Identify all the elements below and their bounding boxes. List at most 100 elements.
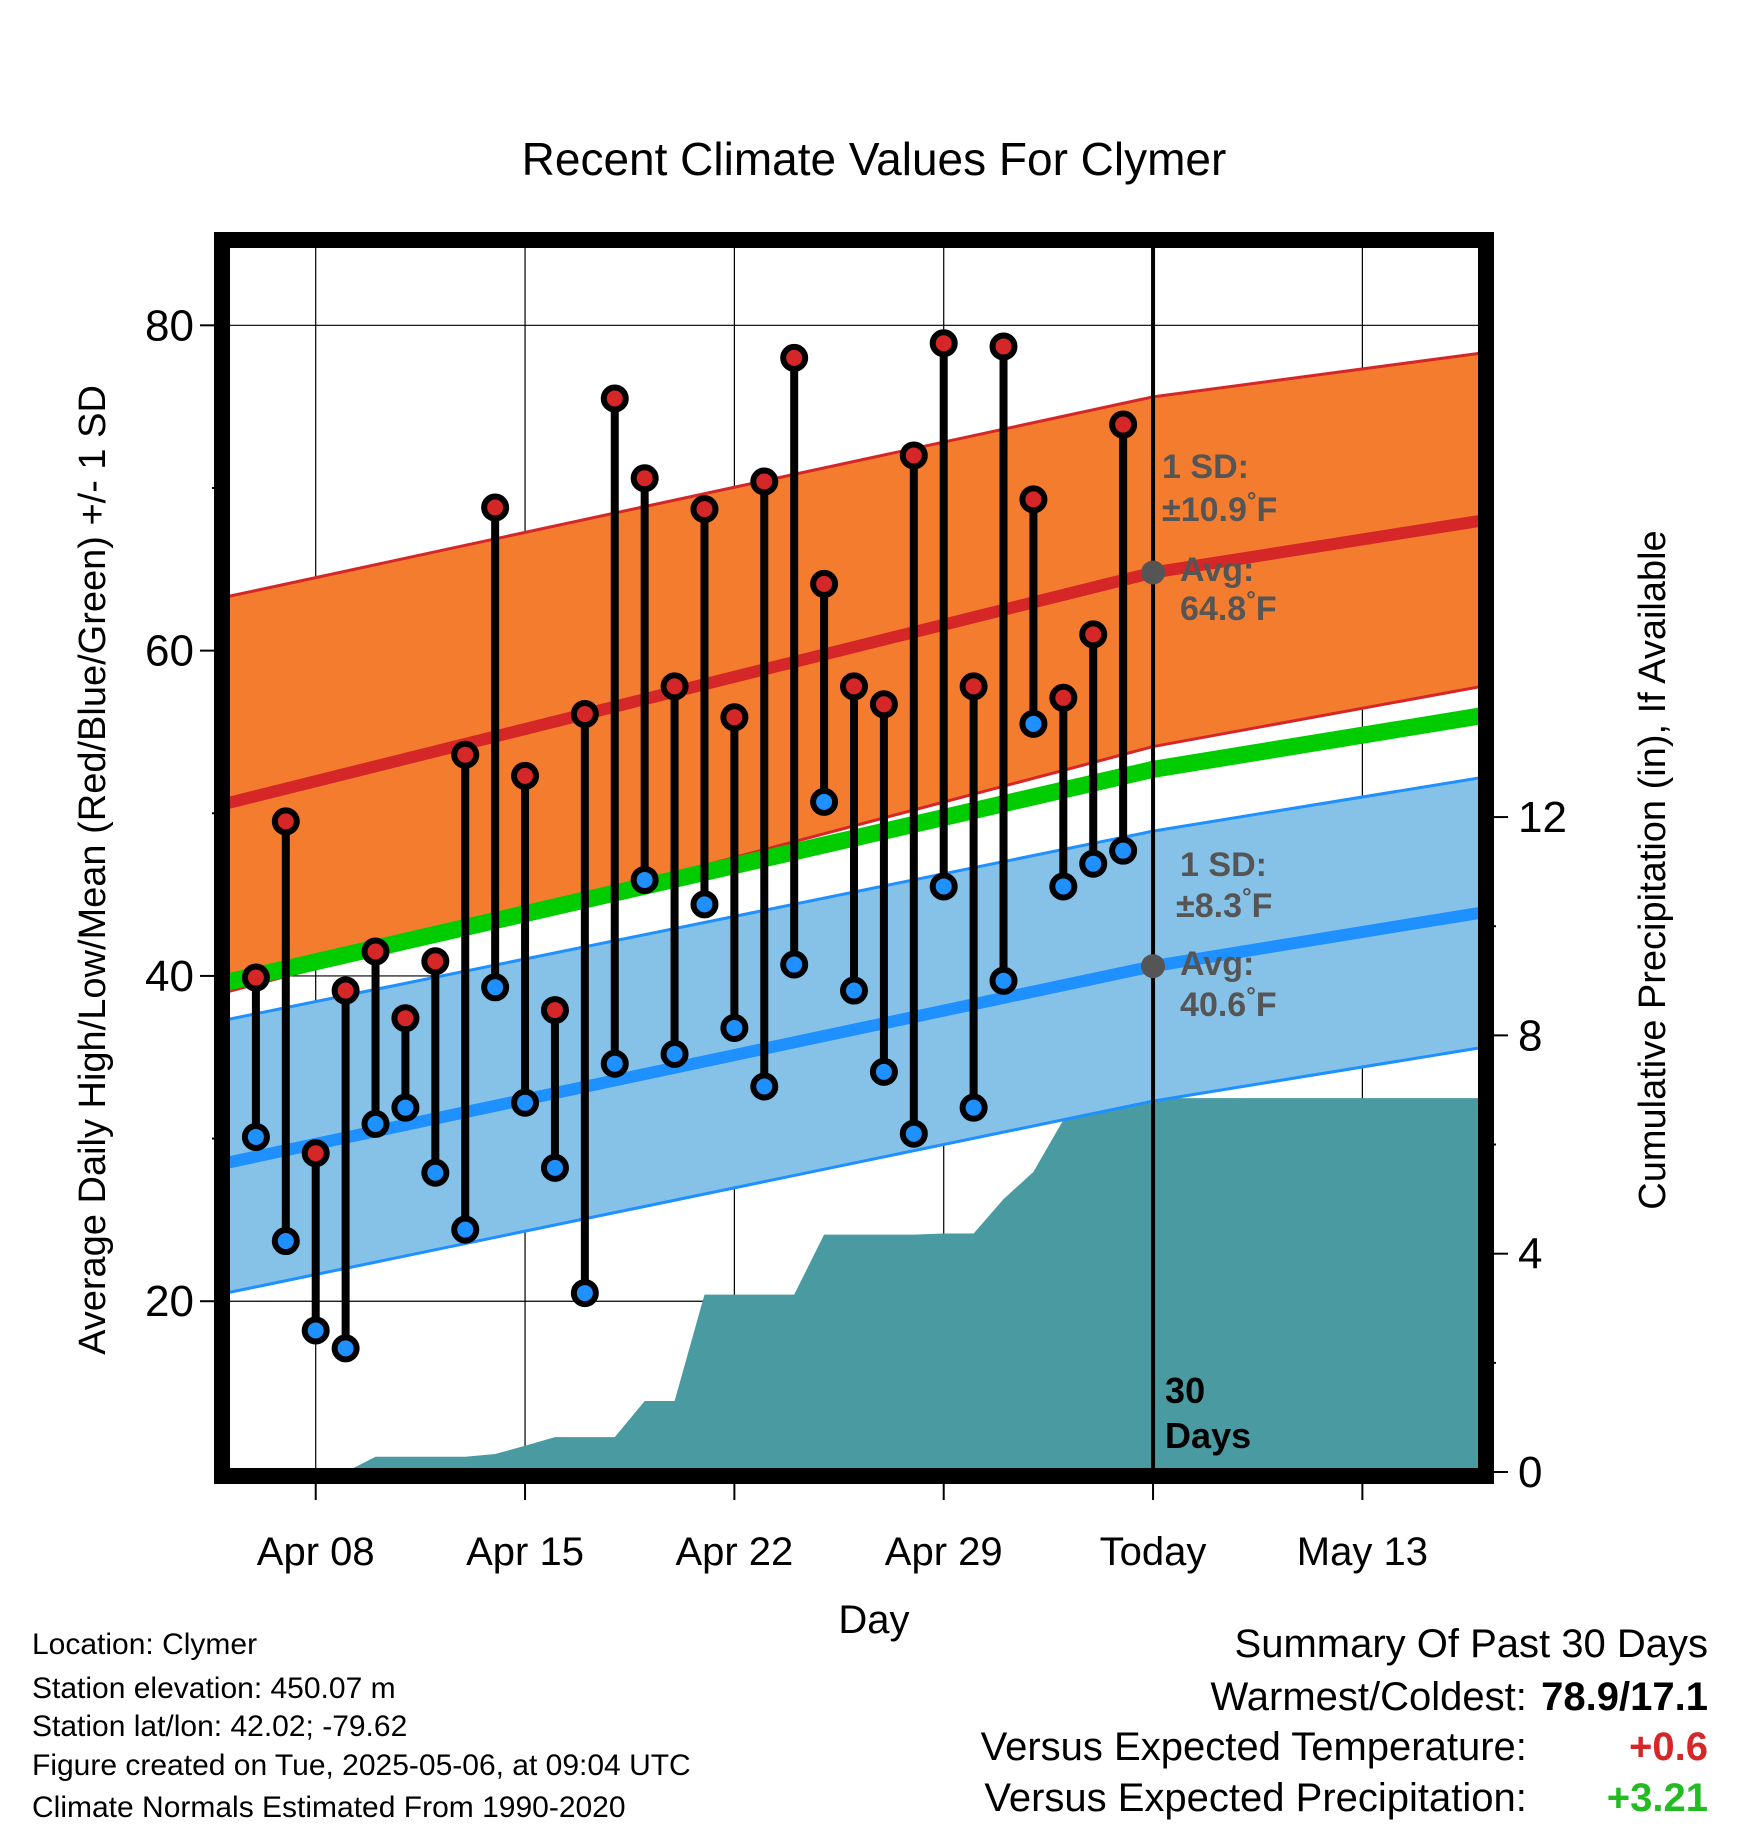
summary-precip-label: Versus Expected Precipitation: — [984, 1776, 1527, 1820]
observed-high-point — [1079, 620, 1108, 649]
observed-low-point — [481, 973, 510, 1002]
observed-high-point — [899, 441, 928, 470]
y2-tick-label: 8 — [1518, 1011, 1542, 1060]
today-low-avg-marker — [1141, 954, 1166, 979]
observed-low-point — [720, 1013, 749, 1042]
observed-low-point — [271, 1227, 300, 1256]
observed-high-point — [391, 1004, 420, 1033]
observed-low-point — [451, 1215, 480, 1244]
observed-high-point — [1109, 410, 1138, 439]
observed-low-point — [630, 865, 659, 894]
plot-frame — [214, 232, 1494, 1484]
observed-high-point — [1049, 683, 1078, 712]
observed-high-point — [301, 1139, 330, 1168]
observed-high-point — [780, 343, 809, 372]
y2-tick-label: 4 — [1518, 1230, 1542, 1279]
observed-low-point — [840, 976, 868, 1005]
observed-low-point — [929, 872, 958, 901]
observed-low-point — [989, 966, 1018, 995]
y-tick-label: 20 — [145, 1277, 194, 1326]
observed-low-point — [959, 1093, 988, 1122]
footer-elevation: Station elevation: 450.07 m — [32, 1672, 396, 1705]
observed-low-point — [361, 1109, 390, 1138]
summary-temp-value: +0.6 — [1629, 1725, 1708, 1769]
y2-tick-label: 0 — [1518, 1448, 1542, 1497]
today-high-avg-marker — [1141, 560, 1166, 585]
observed-high-point — [959, 672, 988, 701]
observed-high-point — [451, 740, 480, 769]
observed-low-point — [600, 1049, 629, 1078]
high-avg-label-value: 64.8°F — [1180, 587, 1277, 628]
x-tick-label: May 13 — [1297, 1530, 1428, 1574]
summary-title: Summary Of Past 30 Days — [1234, 1622, 1708, 1666]
y2-axis-label: Cumulative Precipitation (in), If Availa… — [1632, 530, 1674, 1209]
observed-low-point — [780, 950, 809, 979]
days-label-word: Days — [1165, 1415, 1251, 1456]
precip-area — [315, 1098, 1482, 1472]
observed-low-point — [869, 1057, 898, 1086]
high-sd-label-title: 1 SD: — [1162, 448, 1249, 486]
observed-high-point — [540, 996, 569, 1025]
footer-location: Location: Clymer — [32, 1628, 258, 1661]
summary-warmest-value: 78.9/17.1 — [1541, 1675, 1708, 1719]
observed-low-point — [1049, 872, 1078, 901]
observed-low-point — [331, 1334, 360, 1363]
summary-warmest-label: Warmest/Coldest: — [1210, 1675, 1527, 1719]
observed-high-point — [690, 495, 719, 524]
x-tick-label: Apr 15 — [466, 1530, 584, 1574]
footer-latlon: Station lat/lon: 42.02; -79.62 — [32, 1710, 408, 1743]
x-tick-label: Apr 29 — [885, 1530, 1003, 1574]
observed-low-point — [810, 787, 839, 816]
summary-precip-row: Versus Expected Precipitation: +3.21 — [984, 1778, 1708, 1818]
summary-precip-value: +3.21 — [1606, 1776, 1708, 1820]
observed-low-point — [301, 1316, 330, 1345]
x-tick-label: Today — [1100, 1530, 1207, 1574]
observed-low-point — [511, 1088, 540, 1117]
summary-temp-row: Versus Expected Temperature: +0.6 — [981, 1727, 1708, 1767]
observed-low-point — [391, 1093, 420, 1122]
observed-high-point — [511, 761, 540, 790]
plot-body — [226, 351, 1482, 1472]
observed-low-point — [899, 1119, 928, 1148]
observed-low-point — [690, 890, 719, 919]
observed-low-point — [540, 1153, 569, 1182]
x-tick-label: Apr 08 — [257, 1530, 375, 1574]
x-tick-label: Apr 22 — [675, 1530, 793, 1574]
y-tick-label: 40 — [145, 952, 194, 1001]
observed-high-point — [361, 937, 390, 966]
observed-high-point — [331, 976, 360, 1005]
observed-high-point — [271, 807, 300, 836]
observed-high-point — [840, 672, 868, 701]
observed-low-point — [1109, 836, 1138, 865]
observed-high-point — [869, 690, 898, 719]
high-sd-label-value: ±10.9°F — [1162, 488, 1277, 529]
footer-created: Figure created on Tue, 2025-05-06, at 09… — [32, 1749, 691, 1782]
observed-high-point — [600, 384, 629, 413]
observed-low-point — [241, 1122, 270, 1151]
observed-low-point — [750, 1072, 779, 1101]
observed-high-point — [1019, 485, 1048, 514]
observed-high-point — [481, 493, 510, 522]
observed-high-point — [810, 569, 839, 598]
observed-high-point — [720, 703, 749, 732]
low-avg-label-value: 40.6°F — [1180, 983, 1277, 1024]
y-axis-label: Average Daily High/Low/Mean (Red/Blue/Gr… — [72, 385, 114, 1355]
summary-warmest-row: Warmest/Coldest: 78.9/17.1 — [1211, 1677, 1709, 1717]
observed-high-point — [241, 963, 270, 992]
observed-low-point — [660, 1039, 689, 1068]
observed-low-point — [421, 1158, 450, 1187]
high-avg-label-title: Avg: — [1180, 551, 1254, 589]
low-sd-label-title: 1 SD: — [1180, 846, 1267, 884]
observed-high-point — [929, 329, 958, 358]
summary-temp-label: Versus Expected Temperature: — [980, 1725, 1527, 1769]
chart-title: Recent Climate Values For Clymer — [522, 133, 1227, 185]
observed-high-point — [421, 947, 450, 976]
days-label-number: 30 — [1165, 1370, 1205, 1411]
observed-low-point — [1079, 849, 1108, 878]
y-tick-label: 60 — [145, 627, 194, 676]
observed-low-point — [1019, 709, 1048, 738]
observed-high-point — [570, 700, 599, 729]
x-axis-label: Day — [838, 1598, 909, 1642]
